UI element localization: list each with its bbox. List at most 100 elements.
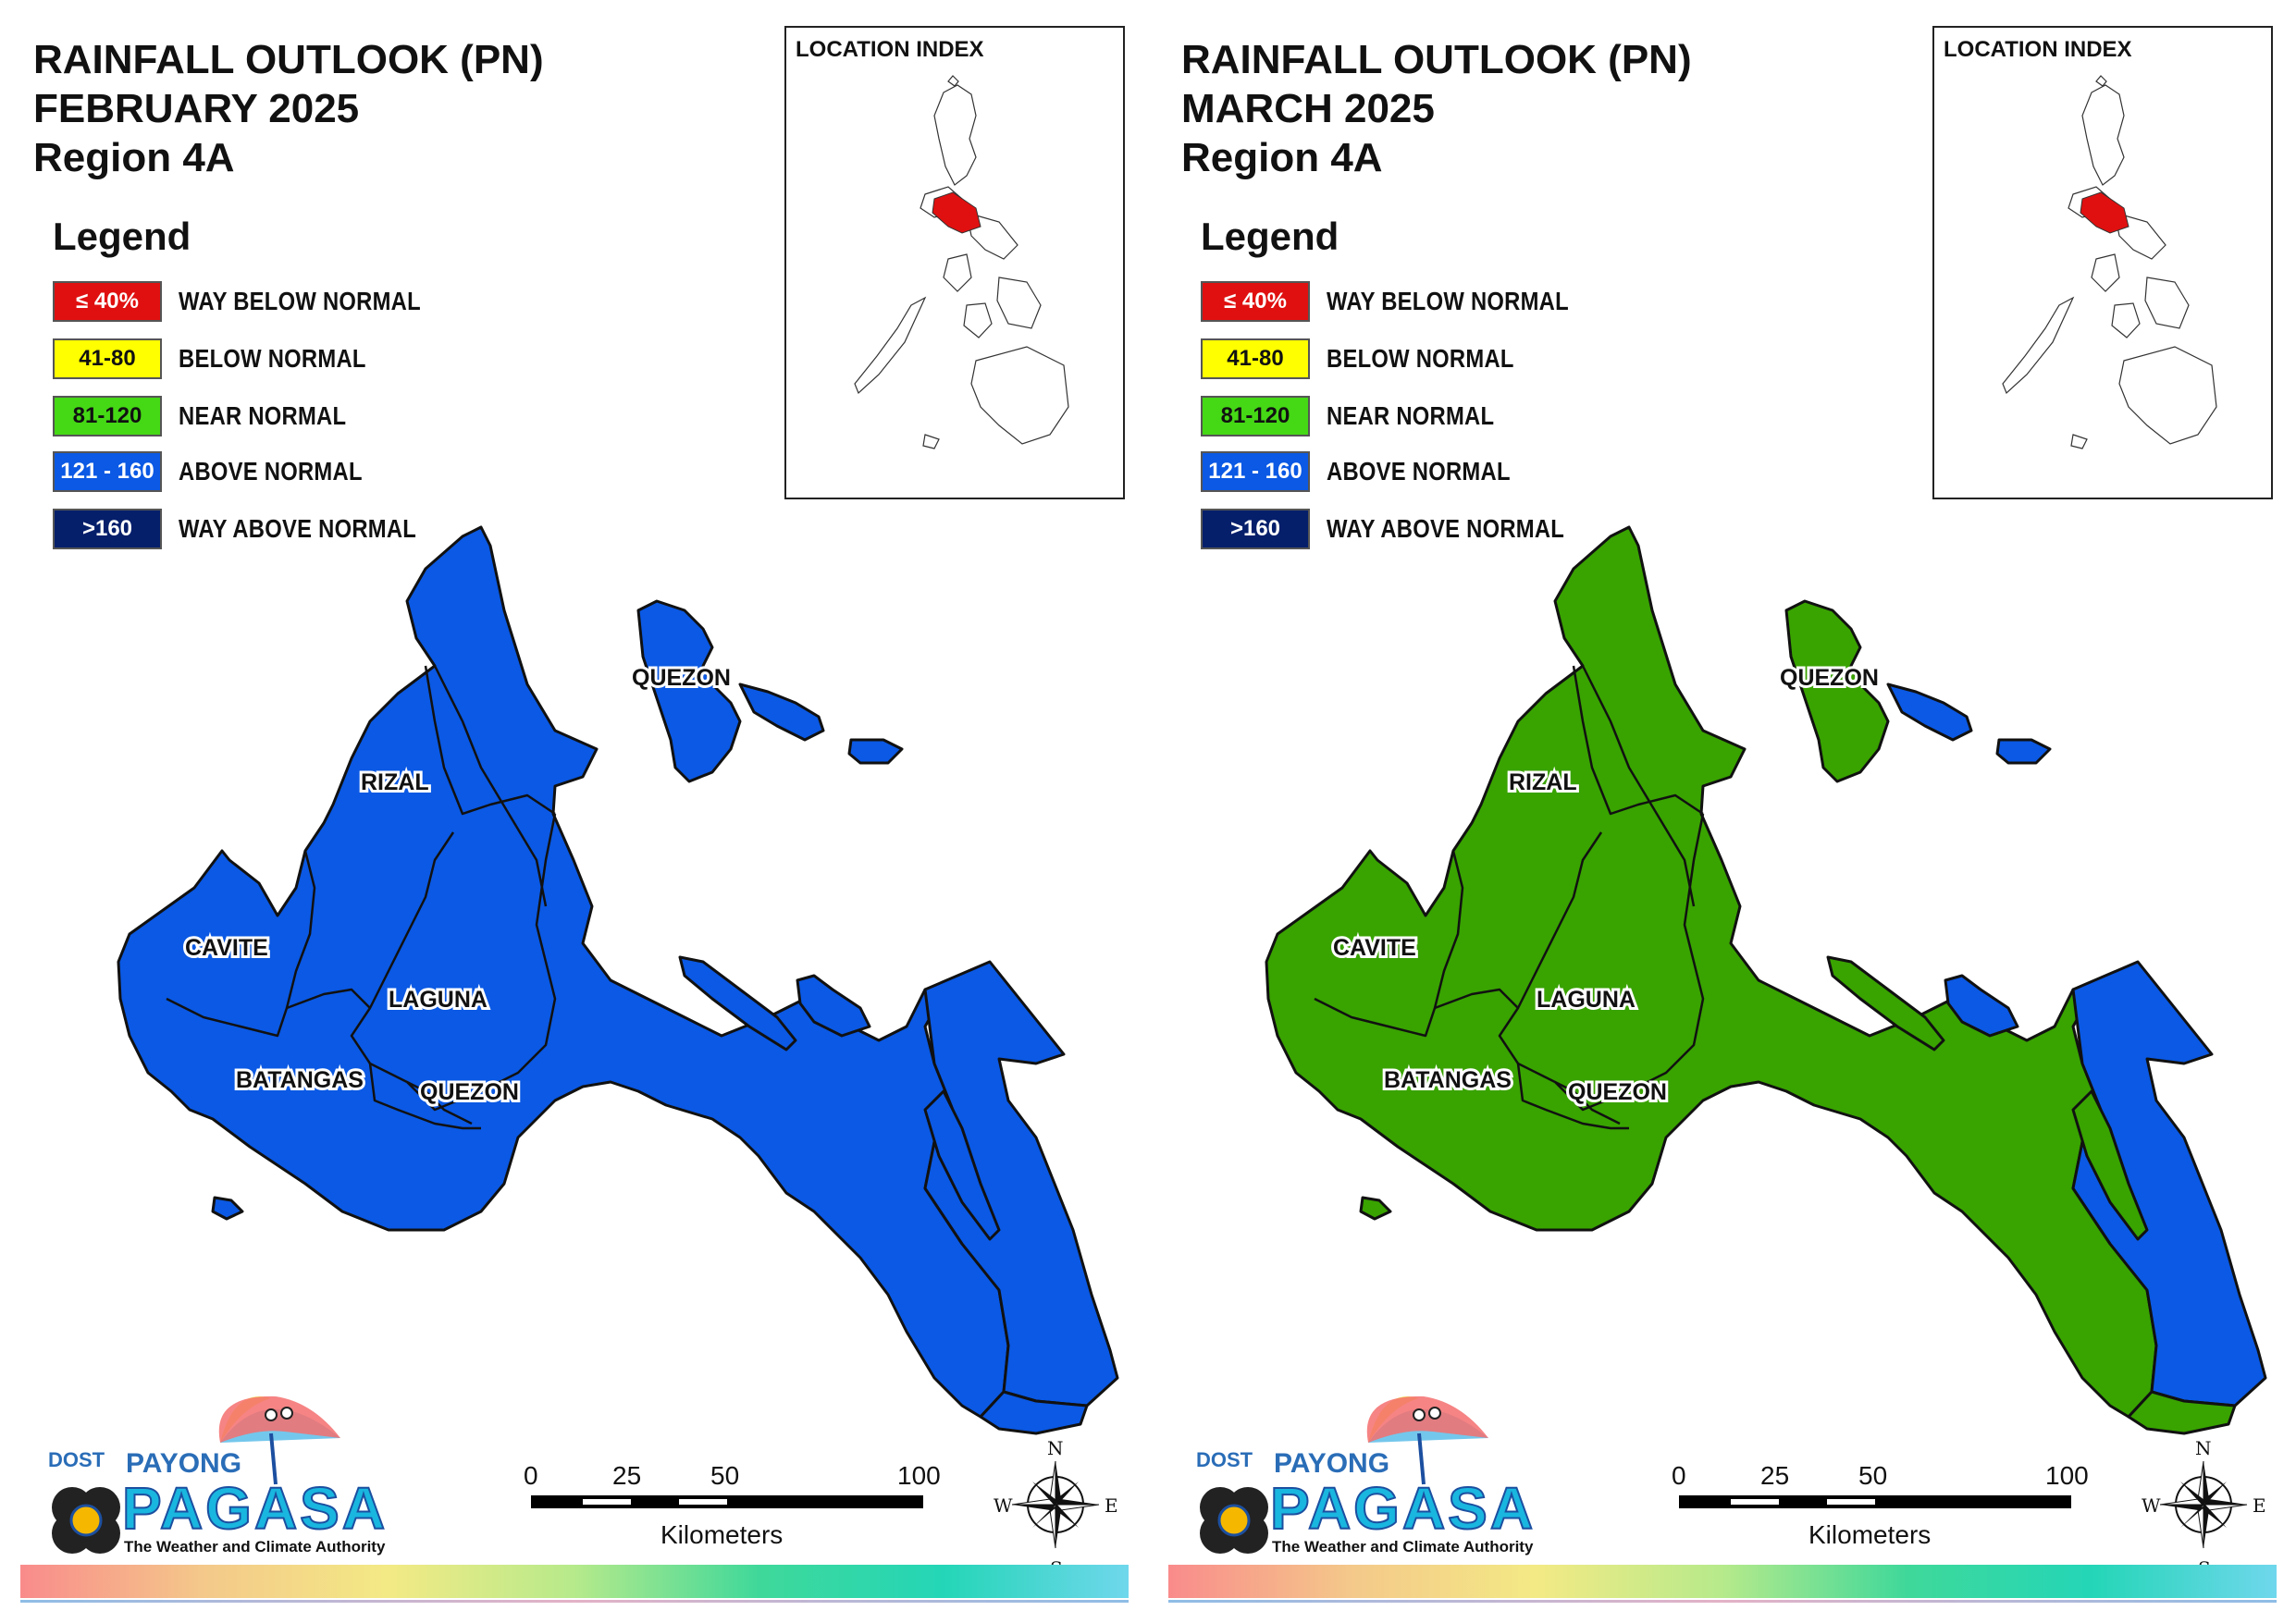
legend-label: BELOW NORMAL xyxy=(1327,344,1514,373)
legend-label: WAY BELOW NORMAL xyxy=(179,287,421,315)
february-outlook-panel: RAINFALL OUTLOOK (PN) FEBRUARY 2025 Regi… xyxy=(20,26,1129,1603)
compass-north-label: N xyxy=(1047,1437,1064,1459)
province-label-batangas: BATANGAS xyxy=(236,1067,364,1093)
province-label-quezon-north: QUEZON xyxy=(632,665,731,691)
logo-pagasa: PAGASA xyxy=(121,1474,389,1543)
legend-swatch: 81-120 xyxy=(1201,396,1310,436)
scale-tick-0: 0 xyxy=(1672,1461,1686,1490)
legend-title: Legend xyxy=(53,215,191,258)
inset-title: LOCATION INDEX xyxy=(1944,37,2132,62)
sulu-island-shape xyxy=(922,434,940,449)
province-boundaries xyxy=(166,665,557,1130)
scale-bar xyxy=(531,1495,923,1508)
legend-item-below-normal: 41-80 BELOW NORMAL xyxy=(1201,338,1645,379)
footer-gradient-bar xyxy=(1168,1565,2277,1598)
compass-north-label: N xyxy=(2195,1437,2212,1459)
logo-graphic xyxy=(52,1396,340,1554)
scale-tick-25: 25 xyxy=(612,1461,642,1490)
verde-island-shape xyxy=(211,1196,244,1221)
province-label-quezon-north: QUEZON xyxy=(1780,665,1879,691)
marinduque-shape xyxy=(796,974,871,1038)
compass-rose-icon xyxy=(1011,1460,1100,1549)
mindanao-shape xyxy=(2118,346,2217,445)
legend-item-way-above-normal: >160 WAY ABOVE NORMAL xyxy=(1201,509,1645,549)
province-label-quezon-south: QUEZON xyxy=(1568,1079,1667,1105)
scale-tick-25: 25 xyxy=(1760,1461,1790,1490)
palawan-shape xyxy=(2002,296,2075,395)
legend-label: WAY ABOVE NORMAL xyxy=(179,514,417,543)
region-southeast-shape xyxy=(923,960,1119,1408)
region-main-shape xyxy=(117,525,1010,1419)
logo-tagline: The Weather and Climate Authority xyxy=(1272,1538,1534,1555)
visayas-shape xyxy=(2144,277,2190,329)
legend-label: NEAR NORMAL xyxy=(1327,401,1495,430)
alabat-island-shape xyxy=(678,955,797,1051)
province-label-laguna: LAGUNA xyxy=(389,987,488,1013)
compass-rose-icon xyxy=(2159,1460,2248,1549)
legend-label: ABOVE NORMAL xyxy=(1327,457,1511,486)
legend-swatch: ≤ 40% xyxy=(53,281,162,322)
coastal-strip-shape xyxy=(2071,1089,2149,1241)
scale-tick-100: 100 xyxy=(897,1461,941,1490)
polillo-east-island-shape xyxy=(1886,682,1973,742)
map-title: RAINFALL OUTLOOK (PN) MARCH 2025 Region … xyxy=(1181,35,1692,182)
panay-shape xyxy=(963,302,993,338)
legend-item-way-below-normal: ≤ 40% WAY BELOW NORMAL xyxy=(1201,281,1645,322)
compass-west-label: W xyxy=(994,1494,1013,1517)
region-southeast-shape xyxy=(2071,960,2267,1408)
logo-graphic xyxy=(1200,1396,1488,1554)
legend-label: NEAR NORMAL xyxy=(179,401,347,430)
province-label-quezon-south: QUEZON xyxy=(420,1079,519,1105)
logo-pagasa: PAGASA xyxy=(1269,1474,1537,1543)
legend-swatch: 121 - 160 xyxy=(53,451,162,492)
legend-item-below-normal: 41-80 BELOW NORMAL xyxy=(53,338,497,379)
region-4a-map: QUEZON RIZAL CAVITE LAGUNA BATANGAS QUEZ… xyxy=(1265,525,2267,1435)
title-line-product: RAINFALL OUTLOOK (PN) xyxy=(1181,37,1692,82)
legend-swatch: >160 xyxy=(53,509,162,549)
visayas-shape xyxy=(996,277,1042,329)
legend-item-way-below-normal: ≤ 40% WAY BELOW NORMAL xyxy=(53,281,497,322)
footer-accent-line xyxy=(20,1600,1129,1603)
marinduque-shape xyxy=(1944,974,2019,1038)
mindoro-shape xyxy=(2091,253,2120,292)
logo-tagline: The Weather and Climate Authority xyxy=(124,1538,386,1555)
region-4a-highlight xyxy=(932,191,981,234)
footer-accent-line xyxy=(1168,1600,2277,1603)
payong-pagasa-logo: DOST PAYONG PAGASA The Weather and Clima… xyxy=(35,1387,405,1563)
compass-east-label: E xyxy=(2253,1494,2266,1517)
region-4a-highlight xyxy=(2080,191,2129,234)
province-label-batangas: BATANGAS xyxy=(1384,1067,1512,1093)
legend-swatch: 41-80 xyxy=(53,338,162,379)
small-east-island-shape xyxy=(847,738,904,765)
scale-unit-label: Kilometers xyxy=(660,1520,784,1549)
region-south-tip-shape xyxy=(979,1390,1089,1435)
title-line-region: Region 4A xyxy=(1181,135,1383,180)
region-south-tip-shape xyxy=(2127,1390,2237,1435)
legend-item-near-normal: 81-120 NEAR NORMAL xyxy=(1201,396,1645,436)
legend-item-near-normal: 81-120 NEAR NORMAL xyxy=(53,396,497,436)
logo-dost: DOST xyxy=(1196,1448,1253,1471)
province-label-rizal: RIZAL xyxy=(1509,769,1577,795)
scale-unit-label: Kilometers xyxy=(1808,1520,1932,1549)
philippines-outline-map xyxy=(854,75,1069,449)
legend-swatch: 81-120 xyxy=(53,396,162,436)
province-label-rizal: RIZAL xyxy=(361,769,429,795)
province-label-cavite: CAVITE xyxy=(1333,935,1416,961)
region-4a-map: QUEZON RIZAL CAVITE LAGUNA BATANGAS QUEZ… xyxy=(117,525,1119,1435)
title-line-month: FEBRUARY 2025 xyxy=(33,86,360,131)
legend-item-above-normal: 121 - 160 ABOVE NORMAL xyxy=(1201,451,1645,492)
scale-bar xyxy=(1679,1495,2071,1508)
region-main-shape xyxy=(1265,525,2158,1419)
philippines-outline-map xyxy=(2002,75,2217,449)
inset-title: LOCATION INDEX xyxy=(796,37,984,62)
luzon-north-shape xyxy=(933,84,977,186)
legend-swatch: ≤ 40% xyxy=(1201,281,1310,322)
legend-item-above-normal: 121 - 160 ABOVE NORMAL xyxy=(53,451,497,492)
location-index-inset: LOCATION INDEX xyxy=(1932,26,2273,499)
sulu-island-shape xyxy=(2070,434,2088,449)
scale-tick-50: 50 xyxy=(710,1461,740,1490)
legend-label: BELOW NORMAL xyxy=(179,344,366,373)
legend-item-way-above-normal: >160 WAY ABOVE NORMAL xyxy=(53,509,497,549)
legend-swatch: >160 xyxy=(1201,509,1310,549)
logo-payong: PAYONG xyxy=(126,1448,242,1479)
